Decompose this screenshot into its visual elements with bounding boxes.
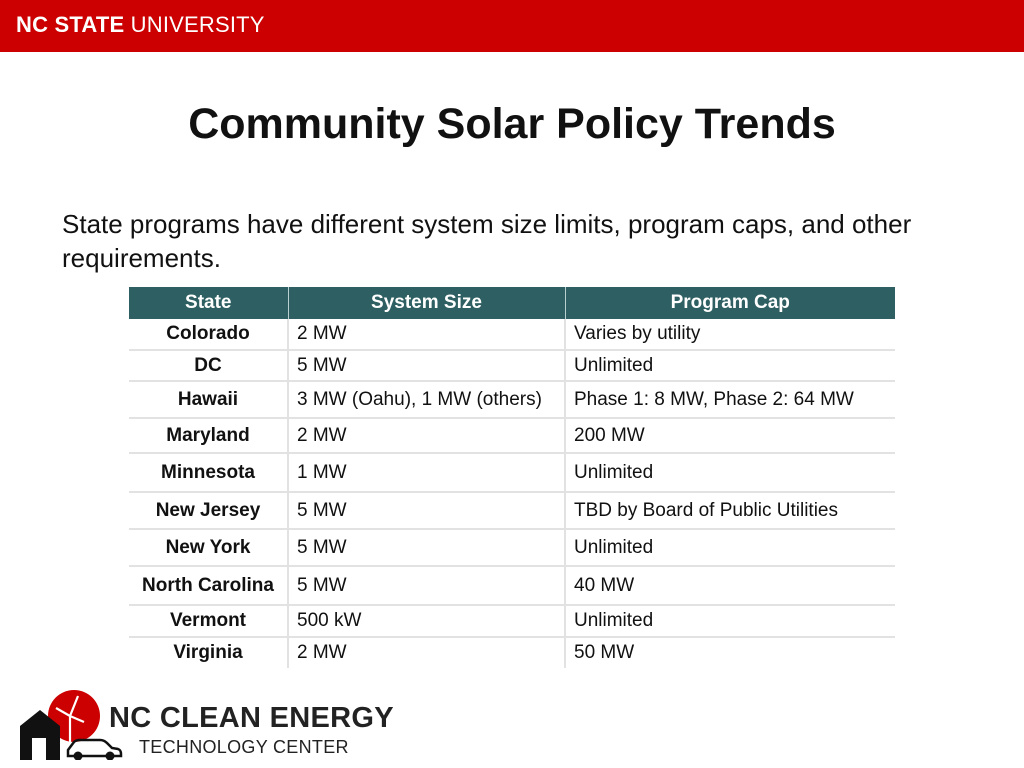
state-cell: DC	[129, 350, 289, 382]
university-wordmark[interactable]: NC STATE UNIVERSITY	[16, 12, 265, 38]
table-row: Vermont 500 kW Unlimited	[129, 605, 895, 638]
program-cap-cell: Unlimited	[565, 529, 895, 567]
program-cap-cell: TBD by Board of Public Utilities	[565, 492, 895, 530]
state-cell: Hawaii	[129, 381, 289, 419]
table-row: Maryland 2 MW 200 MW	[129, 418, 895, 454]
state-cell: North Carolina	[129, 566, 289, 606]
system-size-cell: 5 MW	[288, 492, 566, 530]
system-size-cell: 2 MW	[288, 418, 566, 454]
slide-title: Community Solar Policy Trends	[188, 100, 836, 148]
state-cell: Vermont	[129, 605, 289, 638]
program-cap-cell: Varies by utility	[565, 319, 895, 351]
state-cell: Colorado	[129, 319, 289, 351]
university-name-bold: NC STATE	[16, 12, 125, 37]
car-icon	[66, 738, 123, 760]
header-program-cap: Program Cap	[565, 287, 895, 319]
state-cell: Minnesota	[129, 453, 289, 493]
header-state: State	[129, 287, 289, 319]
system-size-cell: 5 MW	[288, 566, 566, 606]
system-size-cell: 5 MW	[288, 350, 566, 382]
system-size-cell: 2 MW	[288, 637, 566, 668]
logo-name: NC CLEAN ENERGY	[109, 702, 394, 734]
program-cap-cell: 200 MW	[565, 418, 895, 454]
program-cap-cell: Unlimited	[565, 605, 895, 638]
system-size-cell: 2 MW	[288, 319, 566, 351]
slide-subtitle: State programs have different system siz…	[62, 209, 912, 273]
table-row: Minnesota 1 MW Unlimited	[129, 453, 895, 493]
state-cell: Virginia	[129, 637, 289, 668]
program-cap-cell: Unlimited	[565, 350, 895, 382]
table-row: Hawaii 3 MW (Oahu), 1 MW (others) Phase …	[129, 381, 895, 419]
system-size-cell: 3 MW (Oahu), 1 MW (others)	[288, 381, 566, 419]
program-cap-cell: Phase 1: 8 MW, Phase 2: 64 MW	[565, 381, 895, 419]
state-cell: New Jersey	[129, 492, 289, 530]
header-system-size: System Size	[288, 287, 566, 319]
table-row: DC 5 MW Unlimited	[129, 350, 895, 382]
program-cap-cell: 50 MW	[574, 642, 635, 663]
logo-subname: TECHNOLOGY CENTER	[139, 737, 349, 757]
table-row: North Carolina 5 MW 40 MW	[129, 566, 895, 606]
table-header-row: State System Size Program Cap	[129, 287, 895, 319]
table-row: Colorado 2 MW Varies by utility	[129, 319, 895, 351]
house-icon	[20, 710, 60, 760]
state-cell: New York	[129, 529, 289, 567]
system-size-cell: 5 MW	[288, 529, 566, 567]
table-row: New York 5 MW Unlimited	[129, 529, 895, 567]
policy-table: State System Size Program Cap Colorado 2…	[129, 287, 895, 668]
sun-icon	[48, 690, 100, 742]
system-size-cell: 1 MW	[288, 453, 566, 493]
program-cap-cell: Unlimited	[565, 453, 895, 493]
university-header-bar: NC STATE UNIVERSITY	[0, 0, 1024, 52]
wind-turbine-icon	[55, 695, 85, 744]
solar-house-car-icon	[20, 690, 123, 760]
state-cell: Maryland	[129, 418, 289, 454]
table-row: Virginia 2 MW 50 MW	[129, 637, 895, 668]
system-size-cell: 500 kW	[288, 605, 566, 638]
program-cap-cell: 40 MW	[565, 566, 895, 606]
university-name-rest: UNIVERSITY	[124, 12, 265, 37]
table-row: New Jersey 5 MW TBD by Board of Public U…	[129, 492, 895, 530]
